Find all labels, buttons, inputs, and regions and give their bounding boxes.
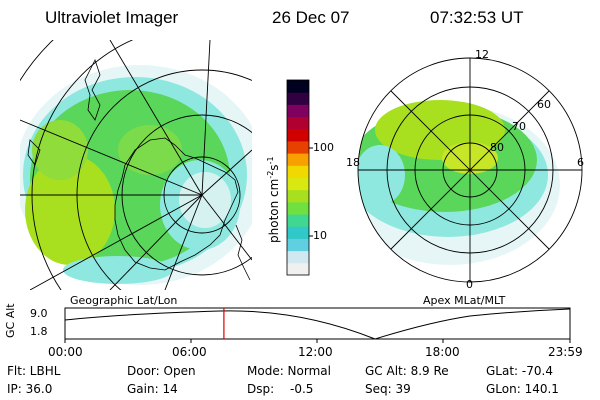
colorbar-unit-s: s xyxy=(267,164,281,171)
colorbar-unit-label: photon cm-2s-1 xyxy=(266,156,281,243)
info-dsp-value: -0.5 xyxy=(290,382,314,396)
timeline-xtick-0000: 00:00 xyxy=(48,345,83,359)
colorbar-swatch xyxy=(287,226,309,239)
colorbar-tick-10: 10 xyxy=(313,229,327,242)
info-mode: Mode: Normal xyxy=(247,364,331,378)
mlt-label-0: 0 xyxy=(466,278,473,291)
timeline-xtick-1800: 18:00 xyxy=(425,345,460,359)
colorbar-swatch xyxy=(287,189,309,203)
timeline-xtick-2359: 23:59 xyxy=(548,345,583,359)
time-label: 07:32:53 UT xyxy=(430,8,524,27)
colorbar-swatch xyxy=(287,201,309,215)
lat-lon-grid xyxy=(20,40,252,290)
apex-map xyxy=(357,57,583,283)
mlat-mlt-grid xyxy=(357,57,583,283)
info-gain: Gain: 14 xyxy=(127,382,178,396)
info-dsp-label: Dsp: xyxy=(247,382,275,396)
timeline-xtick-0600: 06:00 xyxy=(172,345,207,359)
colorbar-swatch xyxy=(287,116,309,130)
date-label: 26 Dec 07 xyxy=(272,8,350,27)
timeline-axis-title: GC Alt xyxy=(4,303,17,338)
colorbar-swatch xyxy=(287,238,309,252)
colorbar-swatch xyxy=(287,214,309,227)
colorbar xyxy=(286,79,313,276)
timeline-ytick-9: 9.0 xyxy=(30,307,48,320)
mlat-label-80: 80 xyxy=(490,141,504,154)
mlat-label-60: 60 xyxy=(537,98,551,111)
timeline-ytick-1-8: 1.8 xyxy=(30,325,48,338)
colorbar-swatch xyxy=(287,250,309,264)
colorbar-swatch xyxy=(287,262,309,276)
left-map-caption: Geographic Lat/Lon xyxy=(70,294,178,307)
colorbar-unit-photon: photon cm xyxy=(267,178,281,243)
info-door: Door: Open xyxy=(127,364,196,378)
colorbar-swatch xyxy=(287,177,309,191)
colorbar-swatch xyxy=(287,128,309,142)
info-glat: GLat: -70.4 xyxy=(486,364,553,378)
gc-altitude-timeline xyxy=(64,307,571,343)
info-glon: GLon: 140.1 xyxy=(486,382,559,396)
colorbar-unit-exp2: -1 xyxy=(266,156,275,165)
colorbar-swatch xyxy=(287,140,309,154)
mlt-label-12: 12 xyxy=(475,48,489,61)
info-ip: IP: 36.0 xyxy=(7,382,53,396)
timeline-xtick-1200: 12:00 xyxy=(298,345,333,359)
colorbar-swatch xyxy=(287,165,309,178)
colorbar-swatch xyxy=(287,153,309,166)
auroral-emission-left xyxy=(20,65,252,285)
colorbar-swatch xyxy=(287,104,309,118)
timeline-ticks xyxy=(64,339,571,343)
instrument-title: Ultraviolet Imager xyxy=(45,8,179,27)
colorbar-unit-exp1: -2 xyxy=(266,170,275,179)
mlt-label-6: 6 xyxy=(577,156,584,169)
info-seq: Seq: 39 xyxy=(365,382,411,396)
mlt-label-18: 18 xyxy=(346,156,360,169)
info-filter: Flt: LBHL xyxy=(7,364,61,378)
colorbar-swatch xyxy=(287,92,309,105)
info-gc-altitude: GC Alt: 8.9 Re xyxy=(365,364,449,378)
mlat-label-70: 70 xyxy=(512,120,526,133)
colorbar-tick-100: 100 xyxy=(313,141,334,154)
colorbar-swatch xyxy=(287,80,309,93)
right-map-caption: Apex MLat/MLT xyxy=(423,294,506,307)
geographic-map xyxy=(20,40,252,290)
coastline xyxy=(27,58,251,281)
